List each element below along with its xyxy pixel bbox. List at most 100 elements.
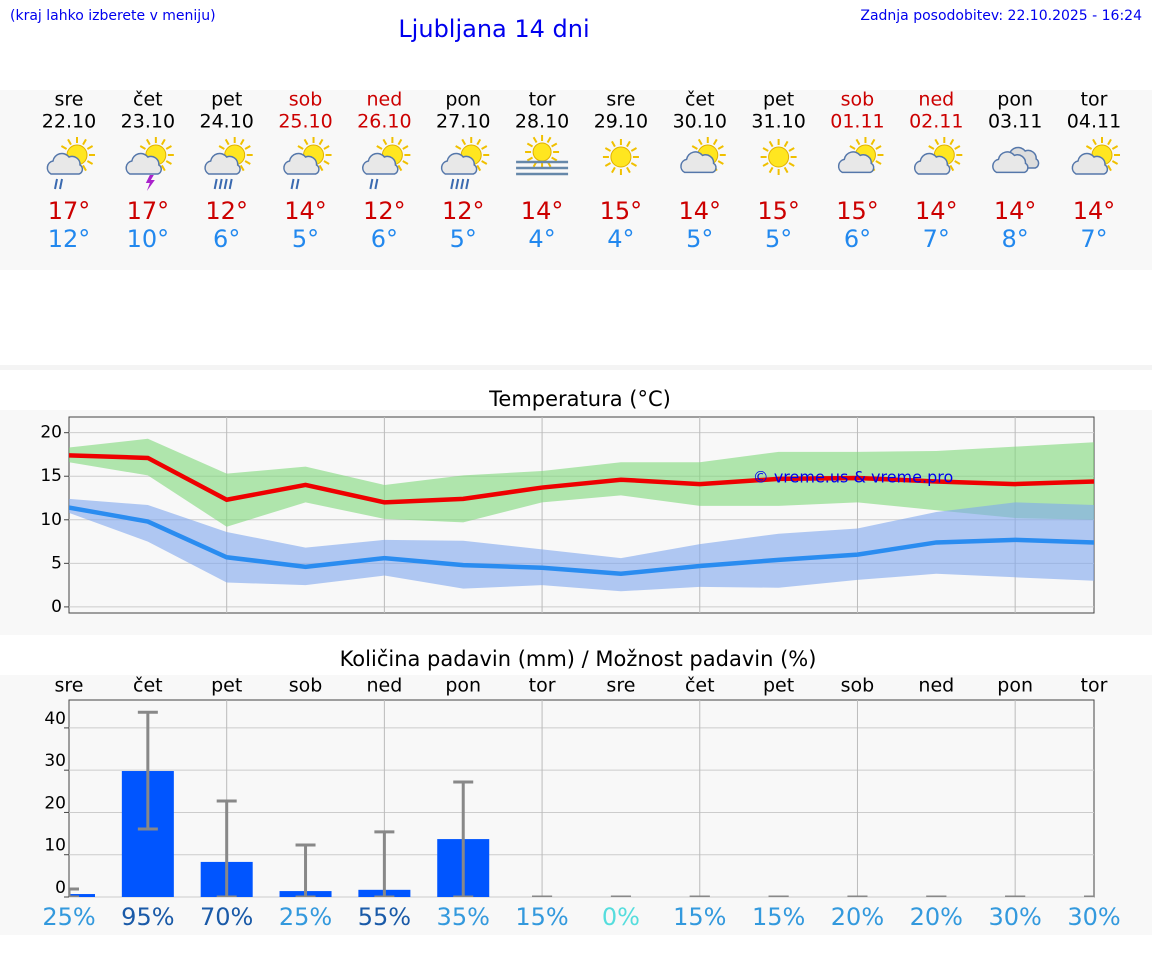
weather-icon <box>1071 137 1120 175</box>
sun-ray <box>244 160 251 165</box>
sun-ray <box>949 138 955 146</box>
sun-ray <box>691 145 698 150</box>
rain-drop <box>460 178 465 190</box>
bar <box>69 894 95 897</box>
cloud <box>283 152 320 175</box>
date: 23.10 <box>121 111 175 133</box>
low-temp: 7° <box>1080 225 1107 253</box>
sun-ray <box>139 145 146 150</box>
weather-icon <box>204 137 253 190</box>
y-tick-label: 0 <box>51 597 62 617</box>
probability-label: 35% <box>437 903 490 931</box>
probability-label: 15% <box>673 903 726 931</box>
plot <box>69 438 1094 592</box>
low-temp: 6° <box>844 225 871 253</box>
weather-icon <box>362 137 411 190</box>
date: 02.11 <box>909 111 963 133</box>
lightning <box>145 175 155 191</box>
probability-label: 30% <box>988 903 1041 931</box>
sun-ray <box>697 138 703 146</box>
x-tick-label: tor <box>529 675 556 697</box>
cloud <box>914 152 951 175</box>
sun-ray <box>783 166 789 174</box>
sun-ray <box>218 145 225 150</box>
rain-drop <box>228 178 233 190</box>
sun-ray <box>1111 145 1119 150</box>
watermark: © vreme.us & vreme.pro <box>753 468 954 487</box>
weather-icon <box>46 137 95 190</box>
day-name: ned <box>366 89 402 111</box>
probability-label: 20% <box>910 903 963 931</box>
weather-icon <box>125 137 174 191</box>
chart-title: Temperatura (°C) <box>488 387 671 411</box>
sun-ray <box>318 138 324 146</box>
sun-ray <box>165 160 172 165</box>
day-name: pon <box>445 89 481 111</box>
sun-ray <box>928 145 935 150</box>
sun-ray <box>397 164 403 172</box>
y-tick-label: 0 <box>55 878 66 898</box>
sun-ray <box>626 140 631 148</box>
sun-ray <box>67 138 72 146</box>
probability-label: 25% <box>279 903 332 931</box>
day-name: tor <box>529 89 556 111</box>
weather-icon <box>283 137 332 190</box>
sun <box>610 146 632 168</box>
y-tick-label: 10 <box>44 836 66 856</box>
sun-ray <box>875 145 882 150</box>
sun-ray <box>783 140 789 148</box>
day-name: pet <box>211 89 242 111</box>
high-temp: 15° <box>836 197 879 225</box>
sun-ray <box>82 164 87 172</box>
rain-drop <box>213 178 218 190</box>
rain-drop <box>59 178 63 190</box>
x-tick-label: čet <box>133 675 163 697</box>
weather-icon <box>440 137 490 190</box>
day-name: ned <box>918 89 954 111</box>
error-bar <box>137 710 158 831</box>
rain-drop <box>223 178 228 190</box>
sun-ray <box>788 147 795 152</box>
date: 01.11 <box>830 111 884 133</box>
sun-ray <box>481 145 488 150</box>
sun-ray <box>611 166 616 174</box>
sun-ray <box>376 145 383 150</box>
x-tick-label: pon <box>997 675 1033 697</box>
sun-ray <box>768 140 774 148</box>
weather-icon <box>680 137 726 174</box>
y-tick-label: 10 <box>40 510 62 530</box>
sun-ray <box>455 145 462 150</box>
sun-ray <box>297 145 304 150</box>
error-bar <box>216 799 237 897</box>
error-bar <box>295 843 316 897</box>
high-temp: 17° <box>127 197 170 225</box>
date: 25.10 <box>278 111 332 133</box>
weather-icon <box>602 139 639 175</box>
y-tick-label: 20 <box>40 423 62 443</box>
date: 04.11 <box>1067 111 1121 133</box>
sun-ray <box>397 138 403 146</box>
weather-icon <box>837 137 884 174</box>
high-temp: 14° <box>521 197 564 225</box>
probability-label: 15% <box>515 903 568 931</box>
sun-ray <box>717 145 724 150</box>
rain-drop <box>455 178 460 190</box>
low-temp: 8° <box>1002 225 1029 253</box>
plot <box>69 710 1094 897</box>
sun-ray <box>788 162 795 167</box>
x-tick-label: sob <box>289 675 323 697</box>
rain-drop <box>290 178 295 190</box>
date: 28.10 <box>515 111 569 133</box>
hint: (kraj lahko izberete v meniju) <box>10 8 216 24</box>
date: 22.10 <box>42 111 96 133</box>
rain-drop <box>218 178 223 190</box>
rain-drop <box>54 178 58 190</box>
low-temp: 4° <box>607 225 634 253</box>
sun-ray <box>551 156 558 162</box>
sun-ray <box>762 162 769 167</box>
rain-drop <box>450 178 455 190</box>
probability-label: 70% <box>200 903 253 931</box>
cloud <box>440 152 478 175</box>
x-tick-label: pet <box>763 675 794 697</box>
